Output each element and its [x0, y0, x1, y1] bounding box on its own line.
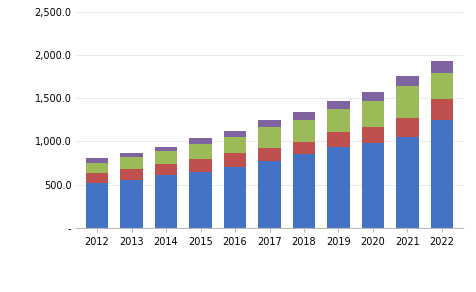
Bar — [361, 127, 383, 143]
Bar — [223, 152, 246, 167]
Bar — [189, 159, 211, 172]
Bar — [223, 167, 246, 228]
Bar — [86, 173, 108, 183]
Bar — [292, 120, 315, 142]
Bar — [155, 164, 177, 175]
Bar — [361, 92, 383, 101]
Bar — [292, 112, 315, 120]
Bar — [258, 161, 280, 228]
Bar — [430, 73, 452, 98]
Bar — [86, 183, 108, 228]
Bar — [292, 154, 315, 228]
Bar — [120, 169, 142, 180]
Bar — [327, 147, 349, 228]
Bar — [430, 120, 452, 228]
Bar — [223, 138, 246, 152]
Bar — [292, 142, 315, 154]
Bar — [86, 158, 108, 163]
Bar — [155, 147, 177, 151]
Bar — [396, 119, 418, 137]
Bar — [327, 109, 349, 132]
Bar — [189, 144, 211, 159]
Bar — [361, 101, 383, 127]
Bar — [155, 175, 177, 228]
Bar — [120, 157, 142, 169]
Bar — [120, 180, 142, 228]
Bar — [430, 61, 452, 73]
Bar — [86, 163, 108, 173]
Bar — [258, 148, 280, 161]
Bar — [223, 131, 246, 138]
Bar — [396, 137, 418, 228]
Bar — [155, 151, 177, 164]
Bar — [327, 132, 349, 147]
Bar — [361, 143, 383, 228]
Bar — [258, 120, 280, 127]
Bar — [396, 76, 418, 86]
Bar — [396, 86, 418, 119]
Bar — [327, 101, 349, 109]
Bar — [120, 153, 142, 157]
Bar — [430, 98, 452, 120]
Bar — [189, 172, 211, 228]
Bar — [258, 127, 280, 148]
Bar — [189, 138, 211, 144]
